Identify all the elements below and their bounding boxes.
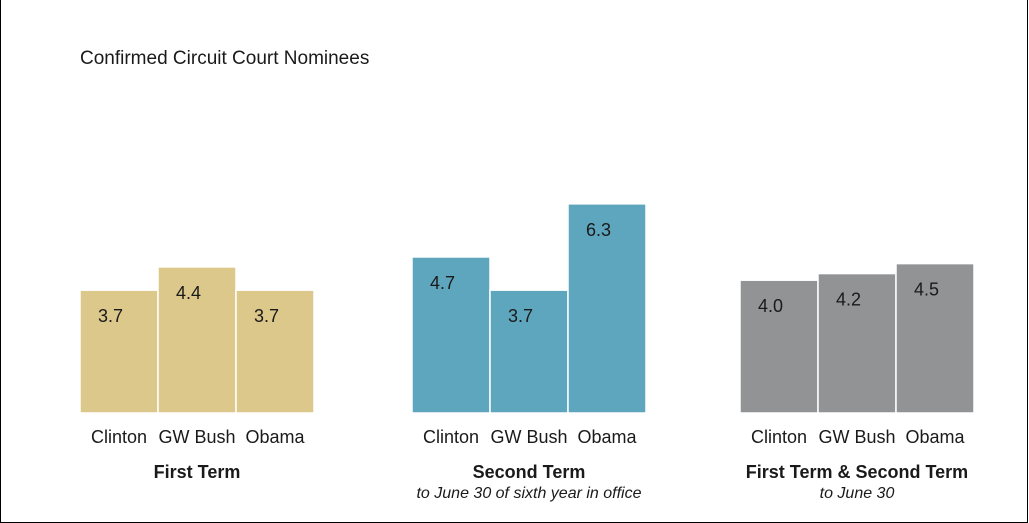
group-label: First Term & Second Term [746, 462, 968, 482]
category-label: GW Bush [490, 427, 567, 447]
bar-value-label: 4.5 [914, 280, 939, 300]
category-label: Clinton [423, 427, 479, 447]
category-label: GW Bush [158, 427, 235, 447]
bar-1-1 [489, 289, 569, 414]
bar-1-2 [567, 203, 647, 414]
bar-value-label: 4.4 [176, 283, 201, 303]
bar-value-label: 3.7 [254, 306, 279, 326]
group-label: Second Term [473, 462, 586, 482]
category-label: Obama [905, 427, 965, 447]
category-label: Clinton [751, 427, 807, 447]
category-label: Obama [245, 427, 305, 447]
category-label: Clinton [91, 427, 147, 447]
bar-2-1 [817, 272, 897, 414]
bar-2-2 [895, 262, 975, 414]
chart-title: Confirmed Circuit Court Nominees [80, 48, 369, 69]
group-sublabel: to June 30 [820, 485, 895, 502]
bar-value-label: 4.0 [758, 296, 783, 316]
bar-value-label: 4.7 [430, 273, 455, 293]
bar-value-label: 3.7 [508, 306, 533, 326]
bar-value-label: 4.2 [836, 290, 861, 310]
group-sublabel: to June 30 of sixth year in office [416, 485, 641, 502]
bar-0-0 [79, 289, 159, 414]
bar-value-label: 3.7 [98, 306, 123, 326]
category-label: Obama [577, 427, 637, 447]
bar-1-0 [411, 256, 491, 414]
group-label: First Term [154, 462, 241, 482]
bar-value-label: 6.3 [586, 220, 611, 240]
bar-2-0 [739, 279, 819, 414]
category-label: GW Bush [818, 427, 895, 447]
bar-0-1 [157, 266, 237, 414]
bar-0-2 [235, 289, 315, 414]
